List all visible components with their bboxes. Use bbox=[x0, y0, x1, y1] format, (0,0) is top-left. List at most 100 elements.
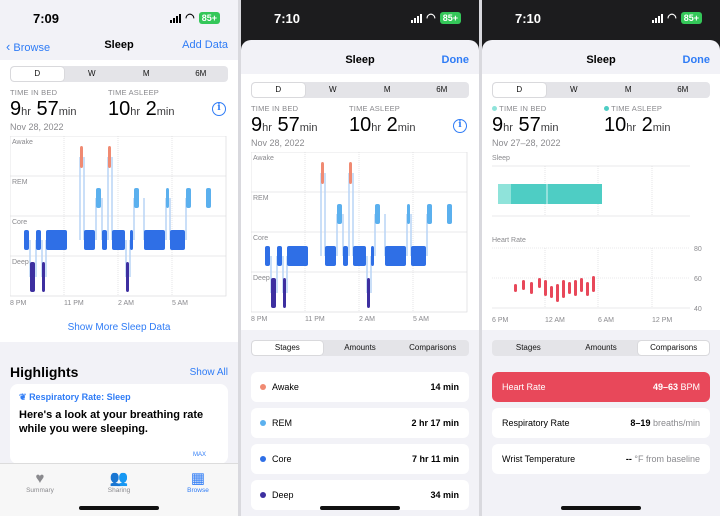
in-bed-value: 9hr 57min bbox=[10, 98, 77, 120]
asleep-value: 10hr 2min bbox=[108, 98, 175, 120]
highlight-card[interactable]: ❦ Respiratory Rate: Sleep Here's a look … bbox=[10, 384, 228, 464]
stage-bar bbox=[170, 230, 185, 250]
in-bed-dot bbox=[492, 106, 497, 111]
stage-row-deep[interactable]: Deep 34 min bbox=[251, 480, 469, 510]
in-bed-value: 9hr 57min bbox=[251, 114, 318, 136]
tab-bar: ♥ Summary 👥 Sharing ▦ Browse bbox=[0, 463, 238, 516]
stage-bar bbox=[42, 262, 45, 292]
info-icon[interactable]: i bbox=[453, 119, 467, 133]
range-month[interactable]: M bbox=[142, 69, 150, 78]
detail-tab-amounts[interactable]: Amounts bbox=[344, 343, 376, 352]
sleep-stage-chart: Awake REM Core Deep 8 PM 11 PM 2 AM 5 AM bbox=[251, 152, 468, 323]
detail-tab-stages[interactable]: Stages bbox=[515, 343, 541, 352]
comparison-row-name: Wrist Temperature bbox=[502, 454, 576, 464]
comparison-row-name: Respiratory Rate bbox=[502, 418, 570, 428]
heart-rate-bar bbox=[556, 284, 559, 302]
range-month[interactable]: M bbox=[383, 85, 391, 94]
x-tick-3: 6 AM bbox=[598, 317, 614, 324]
range-6month[interactable]: 6M bbox=[436, 85, 448, 94]
stage-label-deep: Deep bbox=[253, 275, 270, 282]
stage-bar bbox=[36, 230, 41, 250]
show-more-sleep-link[interactable]: Show More Sleep Data bbox=[67, 322, 171, 333]
asleep-label: TIME ASLEEP bbox=[108, 88, 159, 97]
sleep-detail-stages: 7:10 ◠ 85+ Sleep Done D W M 6M TIME IN B… bbox=[241, 0, 479, 516]
comparison-row-respiratory-rate[interactable]: Respiratory Rate 8–19 breaths/min bbox=[492, 408, 710, 438]
back-button[interactable]: ‹ Browse bbox=[6, 39, 50, 54]
range-week[interactable]: W bbox=[569, 85, 578, 94]
heart-rate-bar bbox=[580, 278, 583, 292]
done-button[interactable]: Done bbox=[441, 54, 470, 66]
range-day[interactable]: D bbox=[252, 83, 305, 97]
stage-bar bbox=[134, 188, 139, 208]
stage-bar bbox=[349, 162, 352, 184]
range-6month[interactable]: 6M bbox=[677, 85, 689, 94]
detail-tab-comparisons[interactable]: Comparisons bbox=[638, 341, 710, 355]
stage-bar bbox=[427, 204, 432, 224]
range-week[interactable]: W bbox=[87, 69, 96, 78]
stage-label-core: Core bbox=[253, 235, 268, 242]
stage-bar bbox=[265, 246, 270, 266]
comparison-row-heart-rate[interactable]: Heart Rate 49–63 BPM bbox=[492, 372, 710, 402]
sheet-title: Sleep bbox=[586, 54, 616, 66]
stage-bar bbox=[447, 204, 452, 224]
stage-label-rem: REM bbox=[12, 179, 28, 186]
stage-row-awake[interactable]: Awake 14 min bbox=[251, 372, 469, 402]
detail-tab-stages[interactable]: Stages bbox=[252, 341, 323, 355]
range-week[interactable]: W bbox=[328, 85, 337, 94]
in-bed-label: TIME IN BED bbox=[251, 104, 299, 113]
show-all-link[interactable]: Show All bbox=[189, 367, 228, 378]
info-icon[interactable]: i bbox=[212, 102, 226, 116]
x-tick-4: 12 PM bbox=[652, 317, 672, 324]
asleep-label: TIME ASLEEP bbox=[604, 104, 662, 113]
detail-tab-amounts[interactable]: Amounts bbox=[585, 343, 617, 352]
range-day[interactable]: D bbox=[493, 83, 546, 97]
asleep-bar bbox=[511, 184, 602, 204]
heart-rate-bar bbox=[562, 280, 565, 298]
sleep-date: Nov 28, 2022 bbox=[10, 122, 64, 132]
stage-bar bbox=[30, 262, 35, 292]
range-selector: D W M 6M bbox=[492, 82, 710, 98]
comparison-row-name: Heart Rate bbox=[502, 382, 546, 392]
comparison-row-wrist-temperature[interactable]: Wrist Temperature -- °F from baseline bbox=[492, 444, 710, 474]
sheet: Sleep Done D W M 6M TIME IN BED TIME ASL… bbox=[482, 40, 720, 516]
sleep-card: D W M 6M TIME IN BED TIME ASLEEP 9hr 57m… bbox=[0, 60, 238, 342]
heart-rate-bar bbox=[530, 282, 533, 294]
stage-label-deep: Deep bbox=[12, 259, 29, 266]
stage-bar bbox=[84, 230, 95, 250]
tab-browse[interactable]: ▦ Browse bbox=[168, 470, 228, 494]
stage-bar bbox=[206, 188, 211, 208]
range-day[interactable]: D bbox=[11, 67, 64, 81]
sleep-label: Sleep bbox=[492, 155, 510, 162]
comparison-row-value: 8–19 breaths/min bbox=[630, 418, 700, 428]
x-tick-2: 12 AM bbox=[545, 317, 565, 324]
x-tick-2: 11 PM bbox=[305, 316, 325, 323]
highlight-card-title: Respiratory Rate: Sleep bbox=[29, 392, 131, 402]
stage-row-rem[interactable]: REM 2 hr 17 min bbox=[251, 408, 469, 438]
y-tick-80: 80 bbox=[694, 246, 702, 253]
asleep-label: TIME ASLEEP bbox=[349, 104, 400, 113]
tab-sharing[interactable]: 👥 Sharing bbox=[89, 470, 149, 494]
stage-row-name: Deep bbox=[272, 490, 294, 500]
detail-tab-comparisons[interactable]: Comparisons bbox=[409, 343, 457, 352]
x-tick-1: 6 PM bbox=[492, 317, 509, 324]
highlight-card-text: Here's a look at your breathing rate whi… bbox=[19, 409, 204, 435]
signal-icon bbox=[652, 13, 664, 23]
x-tick-1: 8 PM bbox=[251, 316, 268, 323]
sheet-title: Sleep bbox=[345, 54, 375, 66]
stage-bar bbox=[353, 246, 366, 266]
heart-rate-bar bbox=[550, 286, 553, 298]
sheet: Sleep Done D W M 6M TIME IN BED TIME ASL… bbox=[241, 40, 479, 516]
wifi-icon: ◠ bbox=[426, 12, 436, 24]
range-month[interactable]: M bbox=[624, 85, 632, 94]
stage-bar bbox=[321, 162, 324, 184]
done-button[interactable]: Done bbox=[682, 54, 711, 66]
stage-bar bbox=[108, 146, 111, 168]
asleep-dot bbox=[604, 106, 609, 111]
tab-summary[interactable]: ♥ Summary bbox=[10, 470, 70, 494]
range-6month[interactable]: 6M bbox=[195, 69, 207, 78]
sleep-screen-browse: 7:09 ◠ 85+ ‹ Browse Sleep Add Data D W M… bbox=[0, 0, 238, 516]
stage-row-core[interactable]: Core 7 hr 11 min bbox=[251, 444, 469, 474]
in-bed-label: TIME IN BED bbox=[492, 104, 546, 113]
y-tick-60: 60 bbox=[694, 276, 702, 283]
add-data-button[interactable]: Add Data bbox=[182, 39, 228, 51]
